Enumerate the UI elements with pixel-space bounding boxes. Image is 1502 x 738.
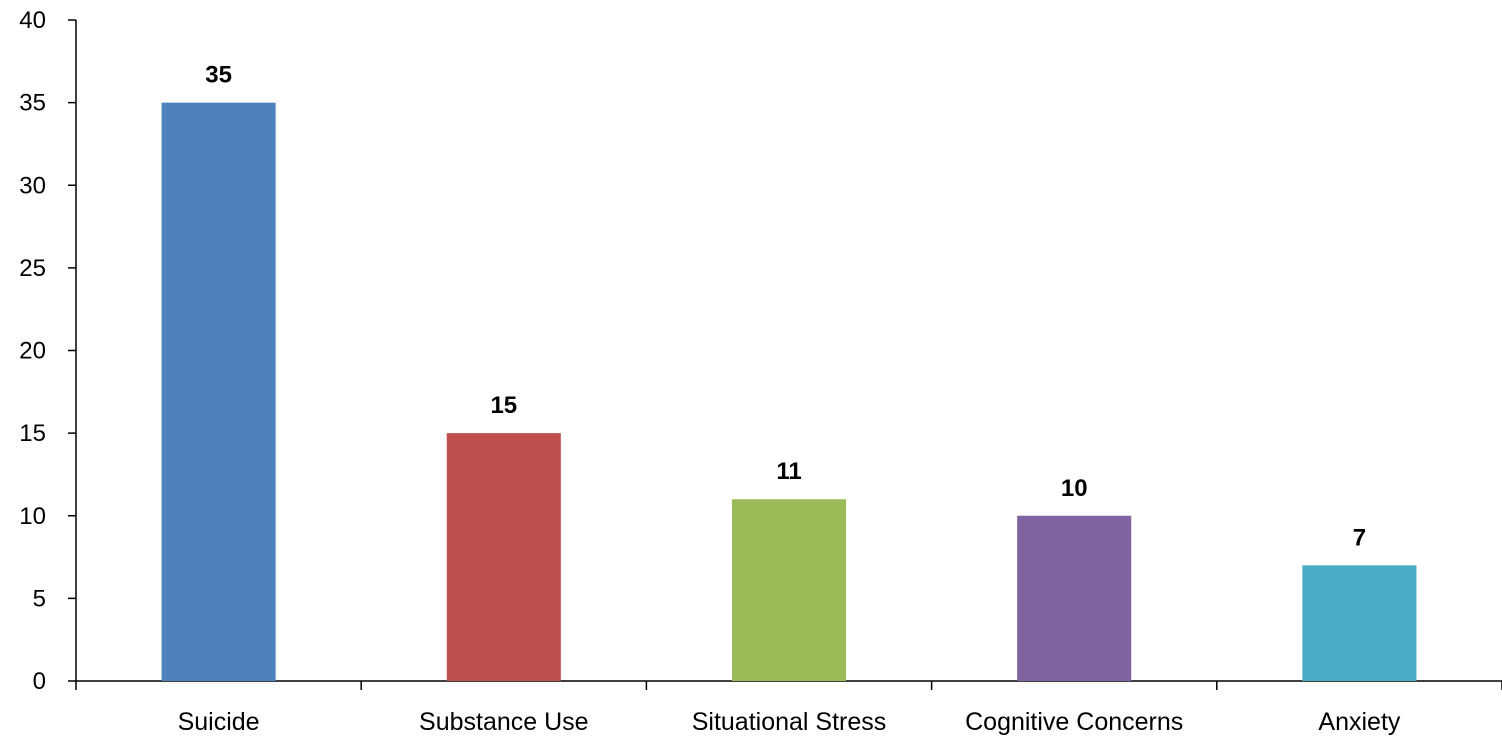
bar xyxy=(1017,515,1132,681)
y-tick-label: 0 xyxy=(33,668,46,695)
bar xyxy=(446,433,561,681)
bar-value-label: 11 xyxy=(776,458,801,485)
y-tick-label: 25 xyxy=(19,255,46,282)
x-category-label: Substance Use xyxy=(419,708,589,736)
bar xyxy=(1302,565,1417,681)
bars xyxy=(161,102,1417,681)
y-tick-label: 40 xyxy=(19,7,46,34)
x-category-label: Anxiety xyxy=(1318,708,1400,736)
bar-value-label: 7 xyxy=(1353,524,1366,551)
bar-value-label: 15 xyxy=(490,392,517,419)
x-category-label: Cognitive Concerns xyxy=(965,708,1183,736)
data-labels: 35 15 11 10 7 xyxy=(205,62,1366,552)
x-category-label: Situational Stress xyxy=(692,708,887,736)
x-category-label: Suicide xyxy=(178,708,260,736)
y-tick-label: 35 xyxy=(19,90,46,117)
bar xyxy=(731,499,847,681)
x-axis: Suicide Substance Use Situational Stress Co… xyxy=(75,680,1502,736)
bar xyxy=(161,102,276,681)
y-tick-label: 5 xyxy=(33,585,46,612)
y-axis: 0 5 10 15 20 25 30 35 40 xyxy=(19,7,77,695)
bar-value-label: 35 xyxy=(205,62,232,89)
y-tick-label: 20 xyxy=(19,338,46,365)
y-tick-label: 30 xyxy=(19,172,46,199)
y-tick-label: 15 xyxy=(19,420,46,447)
bar-value-label: 10 xyxy=(1061,475,1088,502)
y-tick-label: 10 xyxy=(19,503,46,530)
